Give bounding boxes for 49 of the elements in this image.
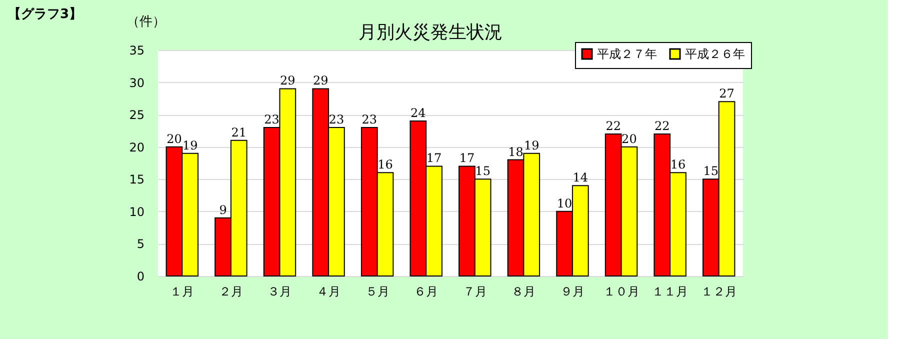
- data-label: 17: [459, 151, 475, 166]
- data-label: 16: [670, 158, 686, 172]
- data-label: 29: [312, 74, 328, 88]
- x-tick-label: ９月: [560, 284, 584, 298]
- y-tick-label: 20: [129, 140, 144, 154]
- data-label: 18: [508, 144, 524, 159]
- legend-label: 平成２７年: [597, 47, 657, 61]
- data-label: 15: [703, 164, 719, 178]
- data-label: 10: [556, 196, 572, 210]
- data-label: 9: [219, 202, 227, 217]
- data-label: 27: [719, 86, 734, 101]
- data-label: 20: [622, 132, 637, 146]
- y-tick-label: 5: [136, 237, 144, 252]
- data-label: 23: [328, 112, 344, 126]
- data-label: 19: [524, 138, 540, 152]
- y-tick-label: 0: [136, 270, 144, 284]
- data-label: 17: [426, 151, 442, 166]
- x-tick-label: ８月: [512, 284, 536, 298]
- x-tick-label: １月: [170, 284, 194, 298]
- text: 【グラフ3】: [8, 6, 82, 22]
- x-tick-label: １０月: [603, 284, 640, 298]
- data-label: 23: [362, 112, 378, 126]
- legend-label: 平成２６年: [685, 47, 745, 61]
- y-axis-title: （件）: [126, 14, 166, 30]
- x-tick-label: ７月: [462, 284, 487, 298]
- data-label: 23: [264, 112, 280, 126]
- y-tick-label: 30: [129, 76, 144, 90]
- data-label: 21: [231, 125, 247, 140]
- data-label: 19: [182, 138, 198, 152]
- data-label: 22: [654, 118, 670, 133]
- y-tick-label: 15: [129, 172, 144, 187]
- x-tick-label: ５月: [365, 284, 390, 298]
- data-label: 24: [410, 106, 426, 120]
- y-tick-label: 10: [129, 204, 144, 219]
- x-tick-label: １１月: [652, 284, 688, 298]
- x-tick-label: ２月: [218, 284, 243, 298]
- x-tick-label: ３月: [268, 284, 292, 298]
- y-tick-label: 35: [129, 44, 144, 58]
- data-label: 14: [572, 170, 588, 185]
- data-label: 16: [378, 158, 393, 172]
- data-label: 20: [166, 132, 182, 146]
- data-label: 15: [475, 164, 490, 178]
- y-tick-label: 25: [129, 108, 144, 122]
- x-tick-label: １２月: [700, 284, 737, 298]
- data-label: 22: [606, 118, 621, 133]
- x-tick-label: ４月: [316, 284, 341, 298]
- chart-title: 月別火災発生状況: [358, 22, 502, 43]
- x-tick-label: ６月: [414, 284, 438, 298]
- data-label: 29: [280, 74, 296, 88]
